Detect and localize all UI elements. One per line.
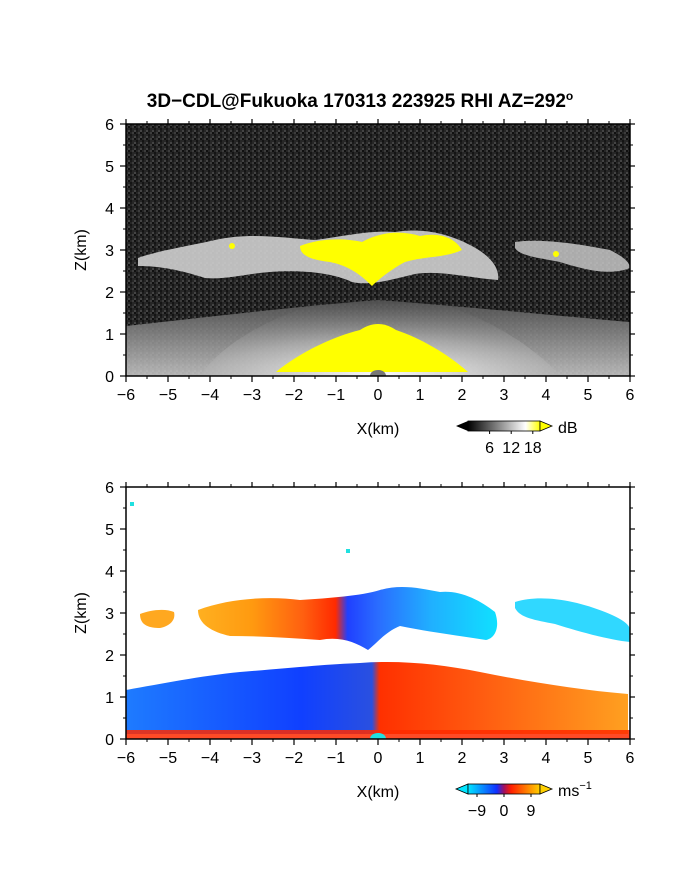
snr-x-tick-label: −3 [243,387,261,404]
snr-strong-near [276,324,468,372]
velocity-blind-zone [370,733,386,739]
figure-title: 3D−CDL@Fukuoka 170313 223925 RHI AZ=292o [147,89,574,112]
velocity-y-tick-label: 4 [105,564,114,581]
velocity-x-tick-label: −1 [327,750,345,767]
snr-colorbar: dB 6 12 18 [456,420,578,457]
snr-colorbar-tick-label: 6 [485,440,494,457]
velocity-colorbar-tick-label: −9 [468,803,486,820]
snr-x-tick-label: 5 [584,387,593,404]
snr-cloud-patch [553,251,559,257]
snr-colorbar-scale [467,420,541,432]
velocity-colorbar-under [454,783,469,795]
velocity-x-tick-label: −6 [117,750,135,767]
snr-heatmap [126,124,630,376]
snr-y-tick-label: 5 [105,159,114,176]
snr-blind-zone [370,370,386,376]
velocity-boundary-layer [126,662,628,734]
snr-cloud-patch [229,243,235,249]
velocity-y-tick-label: 1 [105,690,114,707]
velocity-y-tick-label: 2 [105,648,114,665]
velocity-x-tick-label: −4 [201,750,219,767]
snr-y-tick-label: 1 [105,327,114,344]
velocity-colorbar-tick-label: 0 [500,803,509,820]
velocity-heatmap [126,487,630,739]
velocity-colorbar-exponent: −1 [579,780,592,792]
velocity-x-tick-label: −5 [159,750,177,767]
velocity-y-tick-label: 0 [105,732,114,749]
snr-x-tick-label: 4 [542,387,551,404]
velocity-x-tick-label: 5 [584,750,593,767]
velocity-x-tick-label: 3 [500,750,509,767]
snr-x-tick-label: 6 [626,387,635,404]
snr-x-label: X(km) [357,421,400,438]
velocity-x-tick-label: 4 [542,750,551,767]
snr-x-tick-label: −1 [327,387,345,404]
snr-cloud-right [515,240,630,272]
snr-x-tick-label: 3 [500,387,509,404]
velocity-speckle [346,549,350,553]
snr-y-axis: 0 1 2 3 4 5 6 [105,117,635,386]
velocity-y-label: Z(km) [73,592,90,634]
velocity-x-label: X(km) [357,784,400,801]
snr-colorbar-under [456,421,468,431]
snr-y-label: Z(km) [73,229,90,271]
velocity-colorbar-tick-label: 9 [527,803,536,820]
velocity-x-tick-label: 1 [416,750,425,767]
snr-x-tick-label: −6 [117,387,135,404]
velocity-y-tick-label: 5 [105,522,114,539]
snr-colorbar-tick-label: 18 [524,440,542,457]
velocity-y-tick-label: 3 [105,606,114,623]
snr-x-tick-label: −5 [159,387,177,404]
snr-y-tick-label: 3 [105,243,114,260]
snr-y-tick-label: 0 [105,369,114,386]
snr-y-tick-label: 2 [105,285,114,302]
snr-colorbar-over [539,420,554,432]
snr-colorbar-tick-label: 12 [502,440,520,457]
velocity-x-axis: −6 −5 −4 −3 −2 −1 0 1 2 3 4 5 6 [117,482,635,767]
velocity-colorbar-over [539,783,554,795]
snr-x-tick-label: 2 [458,387,467,404]
degree-superscript: o [566,89,573,103]
velocity-x-tick-label: −2 [285,750,303,767]
snr-x-tick-label: 1 [416,387,425,404]
snr-x-tick-label: −2 [285,387,303,404]
snr-strong-cloud [300,232,462,286]
velocity-y-axis: 0 1 2 3 4 5 6 [105,480,635,749]
velocity-cloud-left [140,609,175,628]
velocity-x-tick-label: 6 [626,750,635,767]
snr-y-tick-label: 6 [105,117,114,134]
velocity-cloud-right [515,598,630,642]
velocity-colorbar-scale [467,783,541,795]
snr-x-axis: −6 −5 −4 −3 −2 −1 0 1 2 3 4 5 6 [117,119,635,404]
velocity-speckle [130,502,134,506]
velocity-cloud-layer [198,586,498,650]
velocity-colorbar-label: ms−1 [558,780,592,800]
snr-x-tick-label: −4 [201,387,219,404]
snr-colorbar-label: dB [558,420,578,437]
snr-y-tick-label: 4 [105,201,114,218]
snr-x-tick-label: 0 [374,387,383,404]
velocity-x-tick-label: 2 [458,750,467,767]
velocity-y-tick-label: 6 [105,480,114,497]
velocity-x-tick-label: −3 [243,750,261,767]
velocity-x-tick-label: 0 [374,750,383,767]
velocity-colorbar: ms−1 −9 0 9 [454,780,592,820]
